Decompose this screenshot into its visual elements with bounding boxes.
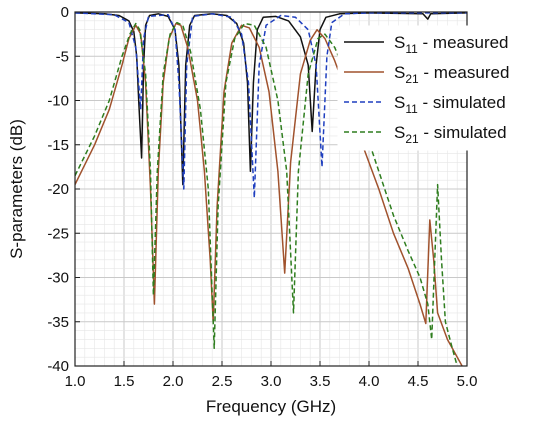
series-line-4 (75, 21, 458, 366)
y-tick-label: -5 (56, 48, 69, 65)
y-tick-label: -30 (47, 270, 69, 287)
y-tick-label: -20 (47, 181, 69, 198)
legend-box (337, 25, 539, 151)
x-tick-label: 1.0 (65, 373, 86, 390)
x-tick-label: 5.0 (457, 373, 478, 390)
y-tick-label: -25 (47, 225, 69, 242)
x-tick-label: 3.5 (310, 373, 331, 390)
legend: S11 - measured S21 - measured S11 - simula… (337, 25, 539, 151)
y-tick-label: -40 (47, 358, 69, 375)
y-tick-label: -10 (47, 93, 69, 110)
x-tick-label: 4.5 (408, 373, 429, 390)
x-tick-label: 4.0 (359, 373, 380, 390)
y-tick-label: -15 (47, 137, 69, 154)
x-tick-label: 2.0 (163, 373, 184, 390)
x-tick-label: 2.5 (212, 373, 233, 390)
x-tick-label: 3.0 (261, 373, 282, 390)
plot-series (75, 12, 467, 366)
axis-ticks: 1.0 1.5 2.0 2.5 3.0 3.5 4.0 4.5 5.0 0 -5 -10 -15 -20 -… (47, 4, 477, 390)
legend-label-3: S11 - simulated (394, 93, 506, 116)
legend-label-4: S21 - simulated (394, 123, 507, 146)
legend-label-1: S11 - measured (394, 33, 509, 56)
x-axis-label: Frequency (GHz) (206, 397, 336, 416)
series-line-1 (75, 12, 467, 186)
y-tick-label: -35 (47, 314, 69, 331)
y-axis-label: S-parameters (dB) (7, 119, 26, 259)
legend-label-2: S21 - measured (394, 63, 509, 86)
x-tick-label: 1.5 (114, 373, 135, 390)
y-tick-label: 0 (61, 4, 69, 21)
